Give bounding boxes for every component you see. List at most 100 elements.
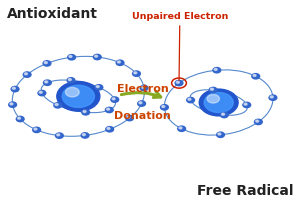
Circle shape bbox=[215, 101, 222, 105]
Circle shape bbox=[83, 111, 86, 113]
Circle shape bbox=[201, 91, 236, 115]
Circle shape bbox=[218, 102, 220, 104]
Circle shape bbox=[76, 95, 81, 99]
Circle shape bbox=[138, 101, 146, 107]
Circle shape bbox=[253, 75, 256, 77]
Circle shape bbox=[209, 96, 228, 110]
Circle shape bbox=[25, 73, 27, 75]
Circle shape bbox=[133, 72, 140, 77]
Circle shape bbox=[16, 117, 24, 122]
Circle shape bbox=[175, 81, 183, 86]
Circle shape bbox=[68, 79, 71, 81]
Circle shape bbox=[111, 97, 119, 103]
Circle shape bbox=[210, 97, 228, 109]
Circle shape bbox=[211, 97, 227, 109]
Circle shape bbox=[206, 94, 232, 112]
Circle shape bbox=[45, 82, 48, 83]
Circle shape bbox=[199, 90, 238, 116]
Circle shape bbox=[68, 89, 89, 104]
Circle shape bbox=[94, 56, 98, 58]
Circle shape bbox=[38, 91, 46, 96]
Circle shape bbox=[204, 93, 233, 113]
Circle shape bbox=[202, 91, 236, 115]
Circle shape bbox=[218, 133, 221, 135]
Circle shape bbox=[141, 87, 144, 89]
Circle shape bbox=[9, 103, 16, 108]
Circle shape bbox=[54, 103, 62, 109]
Circle shape bbox=[76, 96, 80, 98]
Circle shape bbox=[204, 93, 233, 113]
Circle shape bbox=[43, 61, 51, 67]
Circle shape bbox=[69, 56, 72, 58]
Circle shape bbox=[34, 129, 37, 130]
Text: Free Radical: Free Radical bbox=[197, 183, 293, 197]
Circle shape bbox=[66, 88, 91, 105]
Circle shape bbox=[134, 73, 137, 75]
Circle shape bbox=[178, 126, 185, 132]
Circle shape bbox=[199, 90, 238, 116]
Circle shape bbox=[106, 127, 114, 132]
Circle shape bbox=[213, 99, 224, 107]
Text: Donation: Donation bbox=[114, 110, 171, 120]
Circle shape bbox=[179, 127, 182, 129]
Circle shape bbox=[222, 114, 224, 116]
Circle shape bbox=[57, 134, 60, 136]
Circle shape bbox=[68, 55, 76, 61]
Text: Electron: Electron bbox=[117, 84, 168, 94]
Circle shape bbox=[107, 109, 110, 111]
Circle shape bbox=[72, 92, 85, 101]
Circle shape bbox=[269, 96, 277, 101]
Text: Antioxidant: Antioxidant bbox=[7, 7, 98, 21]
Circle shape bbox=[220, 113, 228, 118]
Circle shape bbox=[126, 116, 134, 121]
Circle shape bbox=[70, 91, 86, 102]
Circle shape bbox=[200, 90, 237, 116]
Circle shape bbox=[127, 117, 130, 119]
Circle shape bbox=[140, 86, 148, 91]
Circle shape bbox=[18, 118, 20, 120]
Circle shape bbox=[33, 128, 41, 133]
Circle shape bbox=[57, 82, 100, 112]
Circle shape bbox=[105, 108, 113, 113]
Circle shape bbox=[39, 92, 42, 94]
Circle shape bbox=[57, 82, 100, 112]
Circle shape bbox=[270, 96, 273, 98]
Circle shape bbox=[71, 92, 85, 102]
Circle shape bbox=[214, 100, 224, 106]
Circle shape bbox=[216, 101, 221, 105]
Circle shape bbox=[12, 88, 15, 90]
Circle shape bbox=[107, 128, 110, 130]
Circle shape bbox=[82, 110, 90, 115]
Circle shape bbox=[212, 98, 225, 108]
Circle shape bbox=[256, 121, 259, 123]
Circle shape bbox=[205, 94, 232, 112]
Circle shape bbox=[60, 85, 96, 109]
Text: Unpaired Electron: Unpaired Electron bbox=[132, 12, 228, 81]
Circle shape bbox=[214, 100, 223, 106]
Circle shape bbox=[82, 134, 85, 136]
Circle shape bbox=[217, 102, 220, 104]
Circle shape bbox=[93, 55, 101, 60]
Circle shape bbox=[254, 120, 262, 125]
Circle shape bbox=[81, 133, 89, 138]
Circle shape bbox=[44, 81, 51, 86]
Circle shape bbox=[63, 87, 94, 107]
Circle shape bbox=[187, 98, 194, 103]
Circle shape bbox=[203, 92, 234, 114]
Circle shape bbox=[139, 102, 142, 104]
Circle shape bbox=[11, 87, 19, 92]
Circle shape bbox=[67, 89, 90, 105]
Circle shape bbox=[64, 87, 93, 107]
Circle shape bbox=[74, 94, 83, 100]
Circle shape bbox=[202, 92, 235, 114]
Circle shape bbox=[62, 86, 94, 108]
Circle shape bbox=[211, 89, 213, 91]
Circle shape bbox=[65, 88, 92, 106]
Circle shape bbox=[62, 86, 94, 108]
Circle shape bbox=[68, 90, 88, 104]
Circle shape bbox=[56, 133, 63, 139]
Circle shape bbox=[243, 103, 250, 108]
Circle shape bbox=[77, 96, 79, 97]
Circle shape bbox=[65, 88, 79, 97]
Circle shape bbox=[214, 69, 217, 71]
